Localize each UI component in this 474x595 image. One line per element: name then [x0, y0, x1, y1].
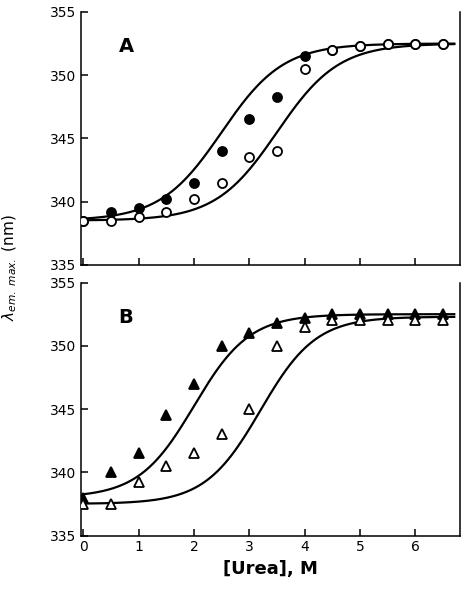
Text: B: B: [118, 308, 133, 327]
X-axis label: [Urea], M: [Urea], M: [223, 560, 318, 578]
Text: $\lambda_{em.\ max.}$ (nm): $\lambda_{em.\ max.}$ (nm): [0, 214, 18, 321]
Text: A: A: [118, 37, 134, 56]
